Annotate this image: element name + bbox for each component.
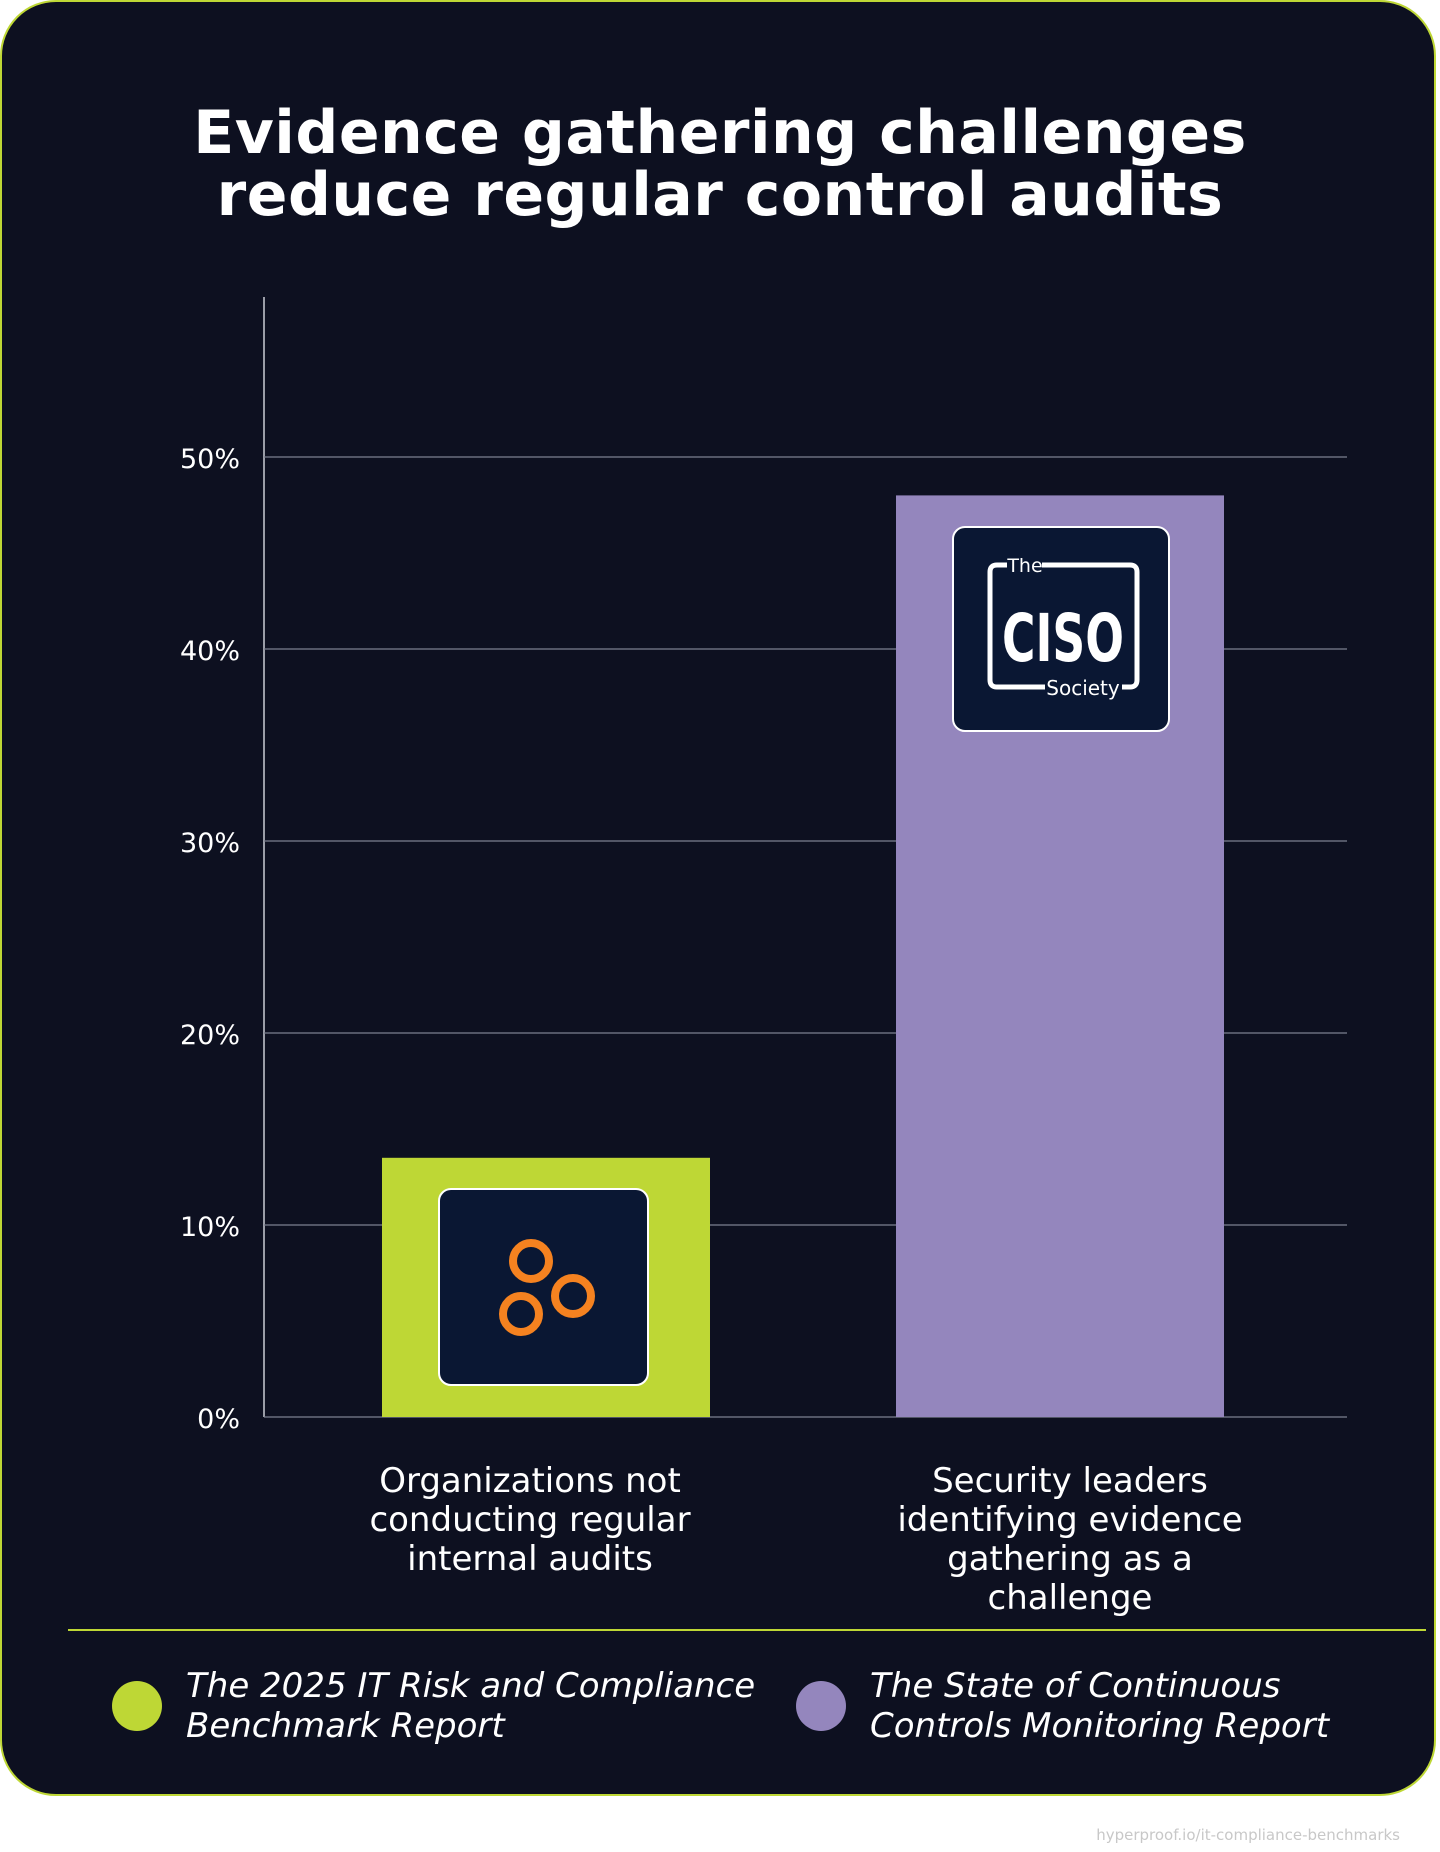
- y-tick-label-40: 40%: [180, 636, 240, 667]
- category-label-security-leaders: Security leaders identifying evidence ga…: [897, 1461, 1243, 1618]
- y-tick-label-50: 50%: [180, 444, 240, 475]
- y-tick-label-10: 10%: [180, 1212, 240, 1243]
- ring-2: [551, 1274, 595, 1318]
- legend-label-it-risk-report: The 2025 IT Risk and Compliance Benchmar…: [186, 1666, 756, 1746]
- frame-left: [987, 562, 1045, 690]
- logo-box-ciso-society: [952, 526, 1170, 732]
- three-rings-logo-icon: [499, 1239, 595, 1336]
- y-tick-label-30: 30%: [180, 828, 240, 859]
- ciso-logo-ciso: CISO: [1002, 600, 1124, 677]
- frame-right: [1042, 562, 1140, 690]
- chart-title-line-1: Evidence gathering challenges: [193, 98, 1247, 168]
- legend-label-ccm-report: The State of Continuous Controls Monitor…: [870, 1666, 1330, 1746]
- legend-item-ccm-report: The State of Continuous Controls Monitor…: [796, 1666, 1329, 1746]
- ring-1: [509, 1239, 553, 1283]
- category-label-organizations: Organizations not conducting regular int…: [369, 1461, 691, 1579]
- logo-box-hyperproof: [438, 1188, 649, 1386]
- chart-card: Evidence gathering challenges reduce reg…: [0, 0, 1436, 1796]
- chart-title: Evidence gathering challenges reduce reg…: [2, 98, 1434, 230]
- ring-3: [499, 1292, 543, 1336]
- chart-title-line-2: reduce regular control audits: [216, 160, 1224, 230]
- legend-swatch-purple: [796, 1681, 846, 1731]
- y-tick-label-20: 20%: [180, 1020, 240, 1051]
- footer-url: hyperproof.io/it-compliance-benchmarks: [1096, 1826, 1400, 1844]
- y-tick-label-0: 0%: [197, 1404, 240, 1435]
- ciso-logo-society: Society: [1046, 676, 1120, 700]
- legend-divider: [68, 1629, 1426, 1631]
- legend-swatch-green: [112, 1681, 162, 1731]
- legend-item-it-risk-report: The 2025 IT Risk and Compliance Benchmar…: [112, 1666, 755, 1746]
- ciso-logo-the: The: [1006, 555, 1042, 577]
